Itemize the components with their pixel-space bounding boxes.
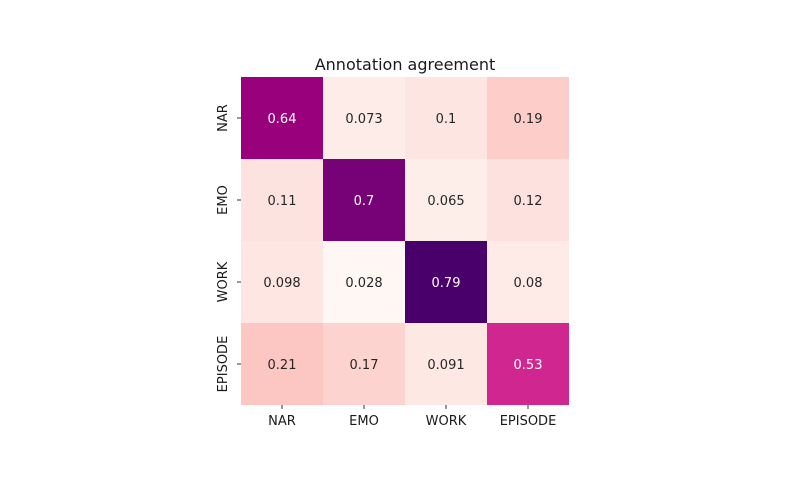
cell-value-label: 0.073 — [345, 112, 382, 127]
heatmap-cell — [323, 77, 405, 159]
cell-value-label: 0.098 — [263, 276, 300, 291]
heatmap-cell — [487, 77, 569, 159]
cell-value-label: 0.12 — [514, 194, 543, 209]
y-tick-label: WORK — [216, 261, 231, 302]
y-axis: NAR EMO WORK EPISODE — [216, 104, 241, 392]
heatmap-cell — [241, 159, 323, 241]
heatmap-cell — [241, 241, 323, 323]
heatmap-cell — [487, 323, 569, 405]
x-tick-label: EPISODE — [500, 414, 557, 429]
heatmap-cells: 0.64 0.073 0.1 0.19 0.11 0.7 0.065 0.12 0.098 0.0… — [241, 77, 569, 405]
cell-value-label: 0.64 — [268, 112, 297, 127]
heatmap-cell — [323, 323, 405, 405]
x-tick-label: NAR — [268, 414, 296, 429]
heatmap-cell — [241, 323, 323, 405]
heatmap-cell — [405, 241, 487, 323]
heatmap-cell — [487, 159, 569, 241]
cell-value-label: 0.091 — [427, 358, 464, 373]
chart-title: Annotation agreement — [315, 55, 496, 74]
cell-value-label: 0.028 — [345, 276, 382, 291]
cell-value-label: 0.79 — [432, 276, 461, 291]
heatmap-cell — [241, 77, 323, 159]
cell-value-label: 0.7 — [354, 194, 375, 209]
x-axis: NAR EMO WORK EPISODE — [268, 405, 556, 429]
x-tick-label: WORK — [426, 414, 467, 429]
cell-value-label: 0.21 — [268, 358, 297, 373]
y-tick-label: EPISODE — [216, 336, 231, 393]
heatmap-cell — [405, 323, 487, 405]
heatmap-cell — [487, 241, 569, 323]
y-tick-label: EMO — [216, 185, 231, 215]
heatmap-cell — [323, 159, 405, 241]
cell-value-label: 0.1 — [436, 112, 457, 127]
y-tick-label: NAR — [216, 104, 231, 132]
cell-value-label: 0.11 — [268, 194, 297, 209]
x-tick-label: EMO — [349, 414, 379, 429]
heatmap-cell — [323, 241, 405, 323]
cell-value-label: 0.17 — [350, 358, 379, 373]
cell-value-label: 0.08 — [514, 276, 543, 291]
cell-value-label: 0.065 — [427, 194, 464, 209]
heatmap-cell — [405, 77, 487, 159]
heatmap-cell — [405, 159, 487, 241]
cell-value-label: 0.53 — [514, 358, 543, 373]
cell-value-label: 0.19 — [514, 112, 543, 127]
